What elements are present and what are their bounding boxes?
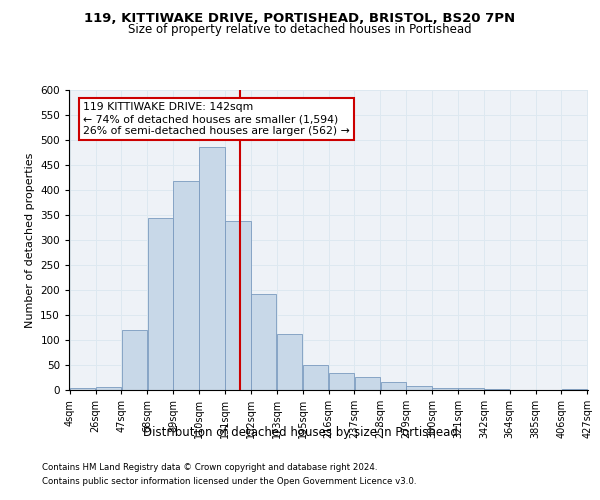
Bar	[225, 221, 251, 390]
Bar	[199, 146, 224, 390]
Bar	[251, 294, 277, 390]
Bar	[484, 389, 509, 390]
Bar	[148, 218, 173, 390]
Bar	[355, 376, 380, 390]
Bar	[329, 372, 354, 390]
Text: Contains public sector information licensed under the Open Government Licence v3: Contains public sector information licen…	[42, 477, 416, 486]
Text: 119 KITTIWAKE DRIVE: 142sqm
← 74% of detached houses are smaller (1,594)
26% of : 119 KITTIWAKE DRIVE: 142sqm ← 74% of det…	[83, 102, 350, 136]
Text: Contains HM Land Registry data © Crown copyright and database right 2024.: Contains HM Land Registry data © Crown c…	[42, 464, 377, 472]
Bar	[406, 386, 432, 390]
Bar	[433, 388, 458, 390]
Bar	[173, 181, 199, 390]
Bar	[562, 388, 587, 390]
Bar	[303, 365, 328, 390]
Bar	[70, 388, 95, 390]
Bar	[277, 334, 302, 390]
Bar	[96, 387, 121, 390]
Bar	[122, 330, 147, 390]
Text: 119, KITTIWAKE DRIVE, PORTISHEAD, BRISTOL, BS20 7PN: 119, KITTIWAKE DRIVE, PORTISHEAD, BRISTO…	[85, 12, 515, 26]
Text: Size of property relative to detached houses in Portishead: Size of property relative to detached ho…	[128, 22, 472, 36]
Y-axis label: Number of detached properties: Number of detached properties	[25, 152, 35, 328]
Bar	[458, 388, 484, 390]
Bar	[380, 382, 406, 390]
Text: Distribution of detached houses by size in Portishead: Distribution of detached houses by size …	[143, 426, 457, 439]
